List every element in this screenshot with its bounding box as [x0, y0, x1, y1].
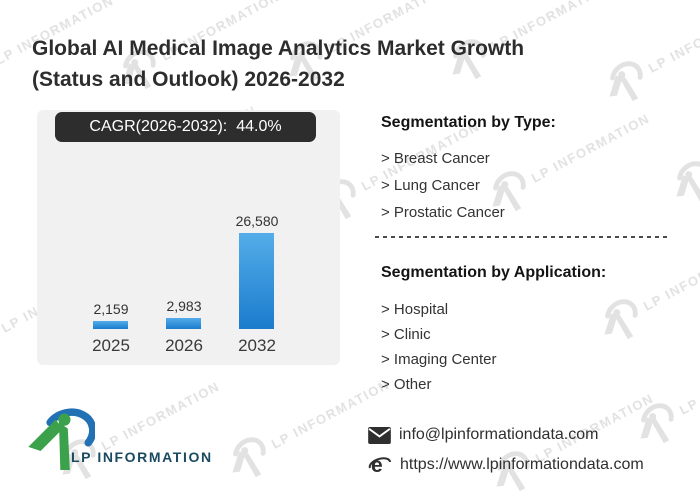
- segmentation-application-heading: Segmentation by Application:: [381, 264, 607, 281]
- segmentation-type-item-1: > Lung Cancer: [381, 177, 480, 194]
- watermark-tile-12: LP INFORMATION: [662, 87, 700, 211]
- dashed-divider: [375, 236, 668, 238]
- email-address[interactable]: info@lpinformationdata.com: [399, 426, 599, 443]
- bar-value-2032: 26,580: [235, 213, 279, 229]
- bar-2026: [166, 318, 201, 329]
- segmentation-type-heading: Segmentation by Type:: [381, 114, 556, 131]
- page-title: Global AI Medical Image Analytics Market…: [32, 33, 632, 95]
- lp-logo-watermark-icon: [0, 44, 1, 104]
- cagr-banner: CAGR(2026-2032): 44.0%: [55, 112, 316, 142]
- website-row: e https://www.lpinformationdata.com: [368, 453, 644, 477]
- segmentation-application-item-3: > Other: [381, 376, 432, 393]
- cagr-label: CAGR(2026-2032):: [89, 118, 228, 135]
- watermark-tile-15: LP INFORMATION: [590, 225, 700, 349]
- page-title-line2: (Status and Outlook) 2026-2032: [32, 68, 345, 91]
- svg-text:e: e: [371, 454, 383, 477]
- segmentation-application-item-1: > Clinic: [381, 326, 431, 343]
- bar-2032: [239, 233, 274, 329]
- segmentation-application-item-0: > Hospital: [381, 301, 449, 318]
- bar-value-2025: 2,159: [93, 301, 129, 317]
- browser-icon: e: [368, 454, 391, 477]
- email-icon: [368, 426, 391, 444]
- logo-wordmark: LP INFORMATION: [71, 449, 213, 465]
- lp-logo-watermark-icon: [232, 437, 266, 478]
- segmentation-type-list: > Breast Cancer > Lung Cancer > Prostatic …: [381, 150, 505, 221]
- lp-logo-watermark-icon: [0, 312, 7, 372]
- watermark-text: LP INFORMATION: [645, 0, 700, 76]
- email-row: info@lpinformationdata.com: [368, 426, 598, 444]
- bar-2025: [93, 321, 128, 329]
- website-url[interactable]: https://www.lpinformationdata.com: [400, 456, 644, 473]
- watermark-tile-19: LP INFORMATION: [626, 329, 700, 453]
- bar-category-2025: 2025: [92, 336, 130, 355]
- bar-category-2032: 2032: [238, 336, 276, 355]
- watermark-tile-3: LP INFORMATION: [598, 0, 700, 1]
- segmentation-application-list: > Hospital > Clinic > Imaging Center > Othe…: [381, 301, 496, 393]
- page-title-line1: Global AI Medical Image Analytics Market…: [32, 37, 525, 60]
- lp-logo-watermark-icon: [604, 299, 638, 340]
- lp-logo-watermark-icon: [676, 161, 700, 202]
- lp-logo-watermark-icon: [640, 403, 674, 444]
- watermark-text: LP INFORMATION: [98, 378, 222, 454]
- watermark-text: LP INFORMATION: [640, 238, 700, 314]
- cagr-value: 44.0%: [236, 118, 282, 135]
- segmentation-type-item-2: > Prostatic Cancer: [381, 204, 505, 221]
- segmentation-type-item-0: > Breast Cancer: [381, 150, 490, 167]
- lp-logo-watermark-icon: [598, 0, 658, 1]
- watermark-text: LP INFORMATION: [676, 342, 700, 418]
- bar-value-2026: 2,983: [166, 298, 202, 314]
- segmentation-application-item-2: > Imaging Center: [381, 351, 497, 368]
